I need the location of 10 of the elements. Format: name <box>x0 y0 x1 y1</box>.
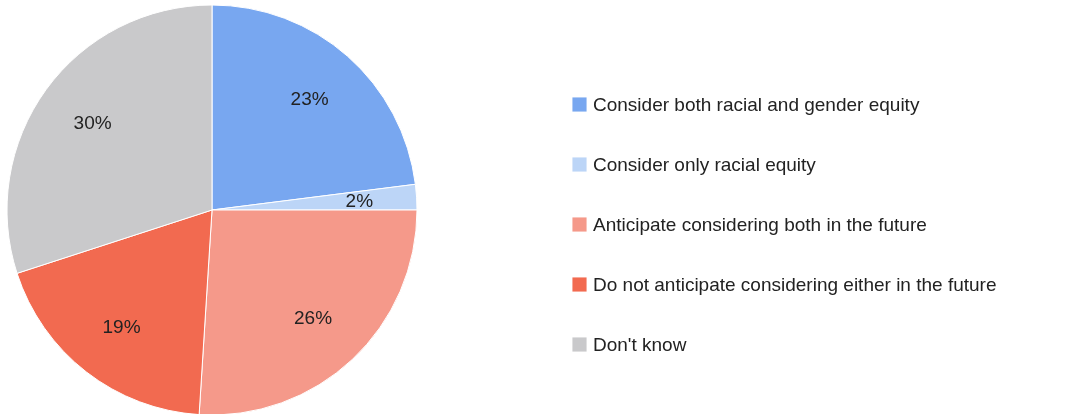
data-label: 2% <box>345 189 374 211</box>
data-label: 30% <box>73 112 112 134</box>
legend-label: Do not anticipate considering either in the future <box>593 273 997 295</box>
legend-label: Don't know <box>593 333 687 355</box>
data-label: 23% <box>290 88 329 110</box>
legend-label: Anticipate considering both in the future <box>593 213 927 235</box>
data-label: 26% <box>294 306 333 328</box>
data-label: 19% <box>102 315 141 337</box>
legend-label: Consider both racial and gender equity <box>593 93 920 115</box>
legend-label: Consider only racial equity <box>593 153 817 175</box>
